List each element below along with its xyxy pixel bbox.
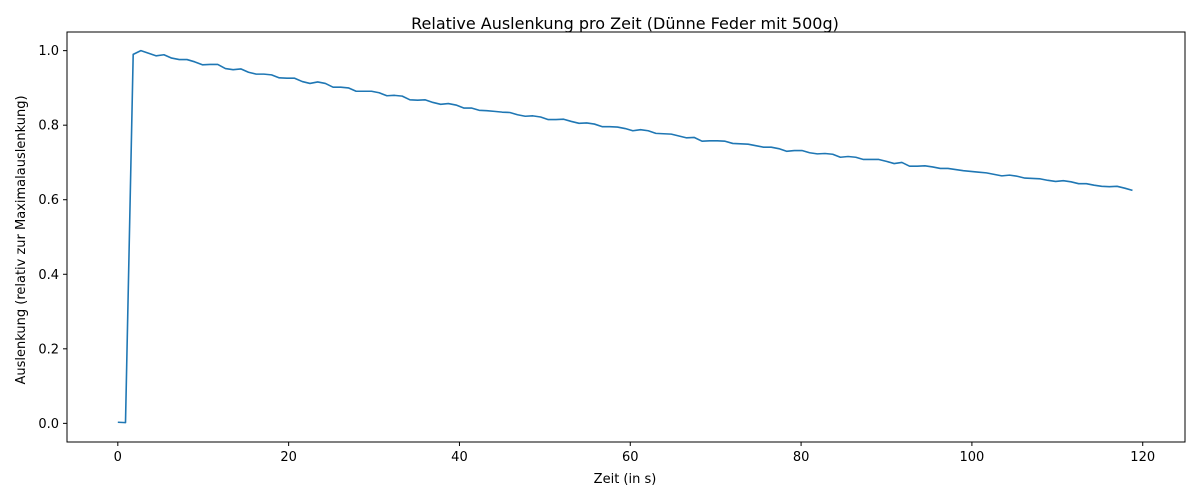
y-tick-label: 0.0 [38, 417, 59, 432]
x-tick-label: 20 [280, 450, 297, 465]
y-tick-label: 0.8 [38, 119, 59, 134]
chart-title: Relative Auslenkung pro Zeit (Dünne Fede… [411, 14, 839, 33]
y-tick-label: 0.4 [38, 268, 59, 283]
series-line [117, 49, 1133, 424]
y-tick-label: 1.0 [38, 44, 59, 59]
x-axis-ticks: 0 20 40 60 80 100 120 [114, 442, 1155, 465]
y-axis-ticks: 0.0 0.2 0.4 0.6 0.8 1.0 [38, 44, 67, 432]
y-tick-label: 0.6 [38, 193, 59, 208]
y-tick-label: 0.2 [38, 342, 59, 357]
x-tick-label: 100 [959, 450, 984, 465]
plot-area: 0 20 40 60 80 100 120 0.0 0.2 0.4 0.6 0.8 1.0 [38, 31, 1186, 465]
plot-frame [66, 31, 1186, 443]
x-tick-label: 0 [114, 450, 122, 465]
x-tick-label: 80 [793, 450, 810, 465]
x-tick-label: 40 [451, 450, 468, 465]
y-axis-label: Auslenkung (relativ zur Maximalauslenkun… [14, 95, 29, 384]
x-tick-label: 120 [1130, 450, 1155, 465]
x-tick-label: 60 [622, 450, 639, 465]
x-axis-label: Zeit (in s) [594, 472, 657, 487]
